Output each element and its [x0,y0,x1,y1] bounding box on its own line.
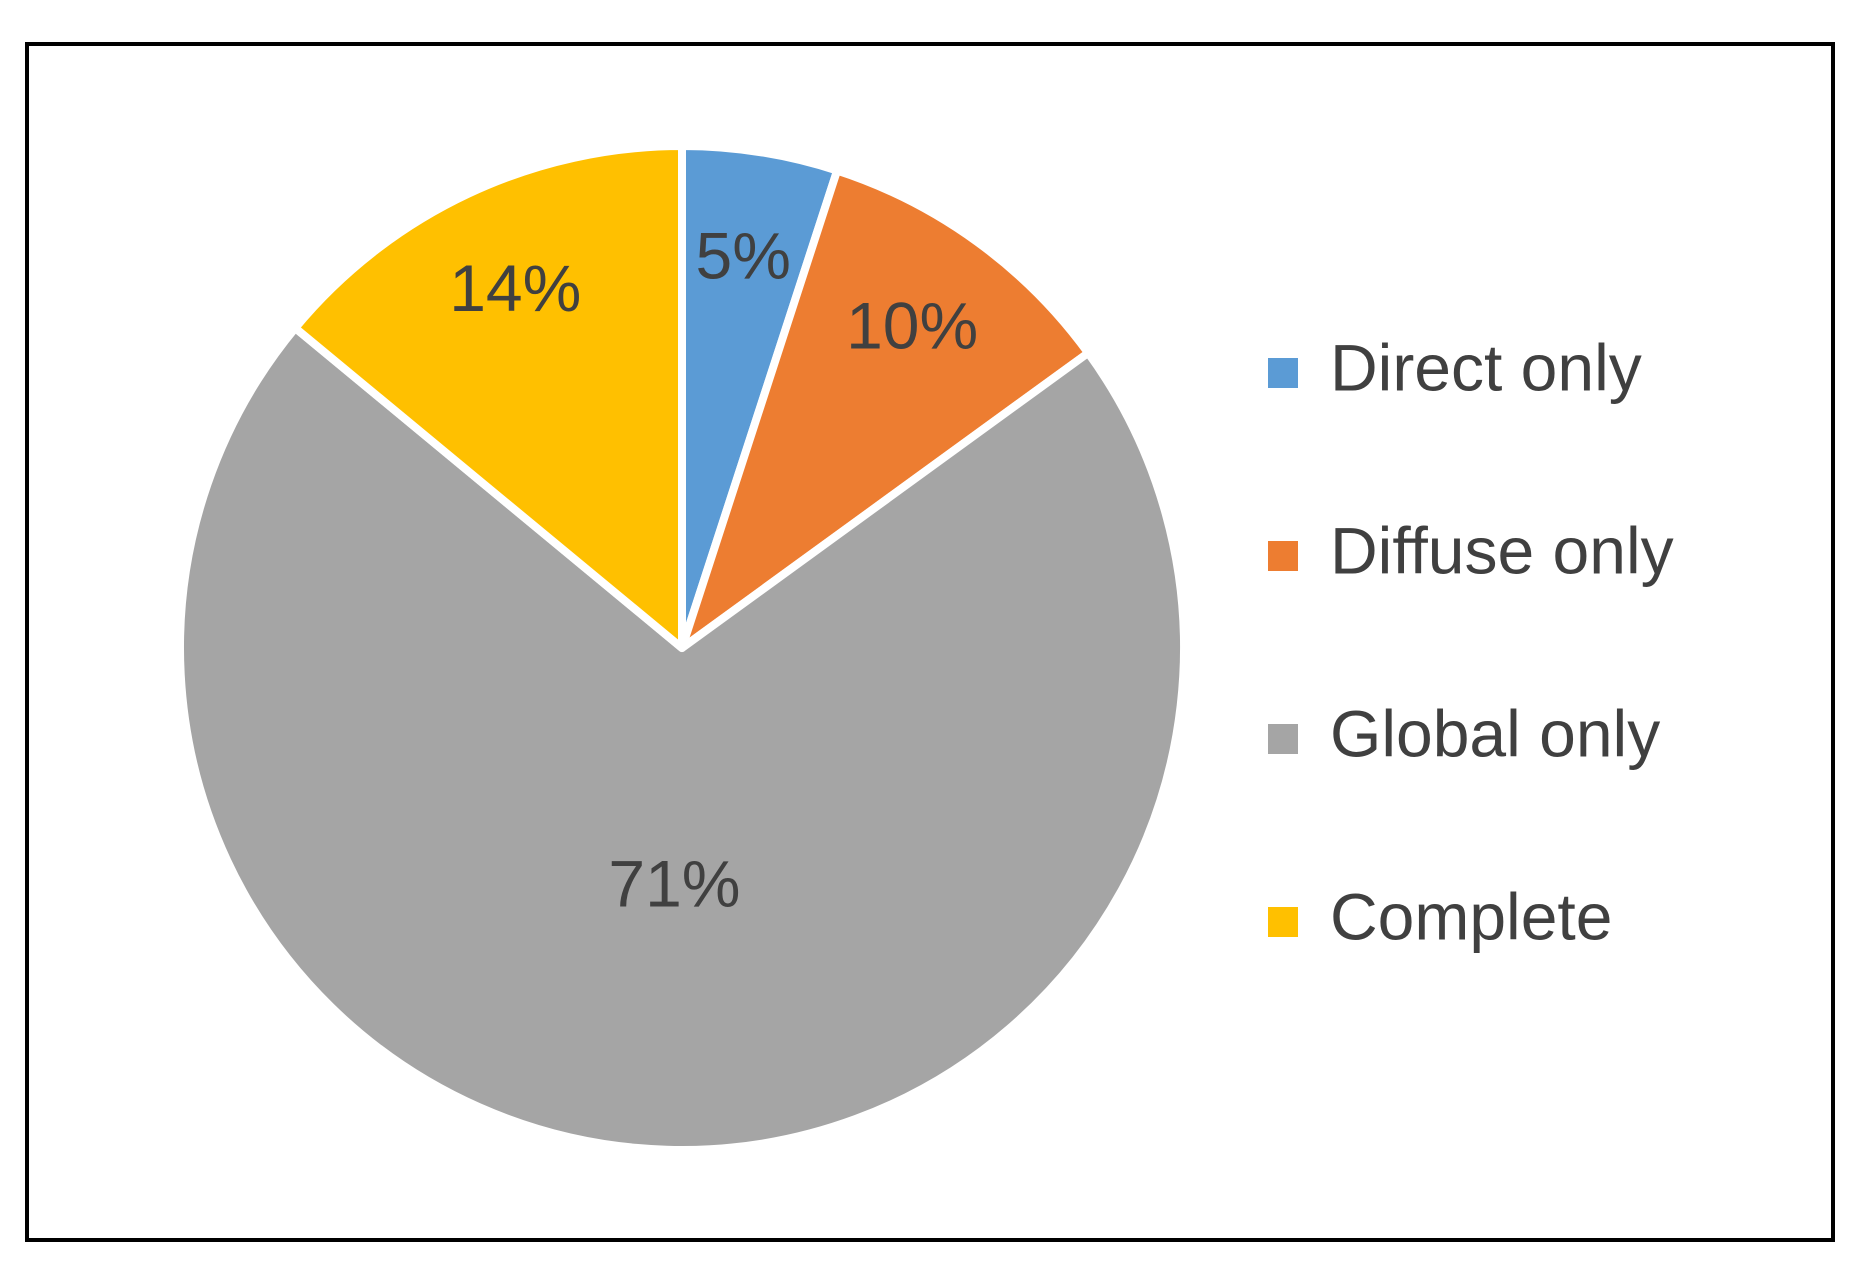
legend-swatch [1268,907,1298,937]
pie-slice [176,324,1188,1154]
legend-label: Global only [1330,696,1660,770]
data-label: 5% [696,219,791,293]
legend-swatch [1268,724,1298,754]
legend-label: Complete [1330,879,1612,953]
pie-slice [678,166,1093,652]
legend-swatch [1268,358,1298,388]
legend-label: Diffuse only [1330,513,1674,587]
data-label: 71% [608,846,740,920]
legend-label: Direct only [1330,330,1642,404]
legend-swatch [1268,541,1298,571]
data-label: 14% [449,251,581,325]
pie-slice [291,142,686,652]
data-label: 10% [846,289,978,363]
